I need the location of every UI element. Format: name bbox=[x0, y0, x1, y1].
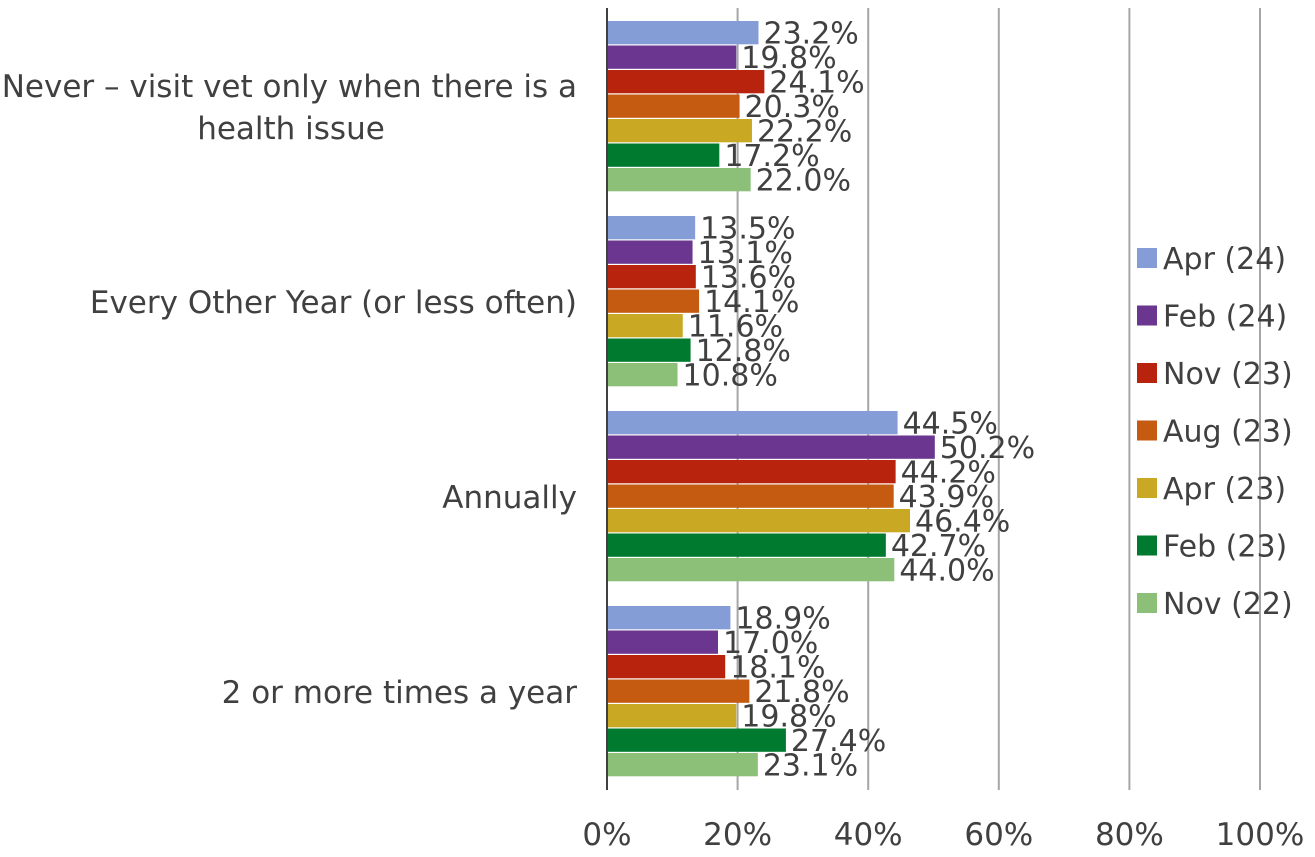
bar bbox=[607, 435, 935, 459]
bar bbox=[607, 240, 693, 264]
bar bbox=[607, 70, 765, 94]
data-label: 17.2% bbox=[724, 139, 819, 174]
category-label: 2 or more times a year bbox=[222, 675, 578, 711]
bar bbox=[607, 679, 750, 703]
bar bbox=[607, 533, 886, 557]
data-label: 24.1% bbox=[769, 66, 864, 101]
data-label: 44.0% bbox=[899, 554, 994, 589]
x-tick-label: 0% bbox=[582, 817, 631, 853]
bar bbox=[607, 265, 696, 289]
legend-label: Nov (22) bbox=[1163, 587, 1293, 622]
bar bbox=[607, 704, 737, 728]
category-label: Every Other Year (or less often) bbox=[90, 285, 577, 321]
legend-label: Aug (23) bbox=[1163, 415, 1293, 450]
gridlines bbox=[736, 8, 1261, 790]
bar bbox=[607, 168, 751, 192]
bar bbox=[607, 216, 696, 240]
data-label: 19.8% bbox=[741, 41, 836, 76]
data-label: 13.5% bbox=[700, 212, 795, 247]
data-label: 27.4% bbox=[791, 724, 886, 759]
bar bbox=[607, 606, 731, 630]
data-label: 10.8% bbox=[683, 359, 778, 394]
data-label: 12.8% bbox=[696, 334, 791, 369]
legend-label: Feb (23) bbox=[1163, 530, 1287, 565]
data-label: 13.6% bbox=[701, 261, 796, 296]
bar bbox=[607, 338, 691, 362]
legend-label: Feb (24) bbox=[1163, 300, 1287, 335]
category-label: Never – visit vet only when there is a bbox=[2, 69, 577, 105]
legend: Apr (24) Feb (24) Nov (23) Aug (23) Apr (23)… bbox=[1137, 242, 1293, 622]
bar bbox=[607, 655, 726, 679]
category-label: Annually bbox=[442, 480, 577, 516]
bars bbox=[607, 21, 935, 777]
legend-label: Apr (23) bbox=[1163, 472, 1286, 507]
data-label: 44.2% bbox=[901, 456, 996, 491]
data-label: 18.1% bbox=[730, 651, 825, 686]
data-label: 23.1% bbox=[763, 749, 858, 784]
bar bbox=[607, 460, 896, 484]
legend-swatch bbox=[1137, 420, 1157, 441]
bar bbox=[607, 119, 752, 143]
bar bbox=[607, 728, 786, 752]
bar bbox=[607, 509, 910, 533]
legend-swatch bbox=[1137, 363, 1157, 383]
data-label: 18.9% bbox=[735, 602, 830, 637]
legend-swatch bbox=[1137, 305, 1157, 326]
bar bbox=[607, 314, 683, 338]
data-label: 42.7% bbox=[891, 529, 986, 564]
legend-swatch bbox=[1137, 248, 1157, 268]
x-axis-tick-labels: 0% 20% 40% 60% 80% 100% bbox=[582, 817, 1304, 853]
x-tick-label: 100% bbox=[1216, 817, 1305, 853]
x-tick-label: 60% bbox=[964, 817, 1033, 853]
data-label: 20.3% bbox=[745, 90, 840, 125]
bar bbox=[607, 411, 898, 435]
data-label: 22.2% bbox=[757, 115, 852, 150]
bar bbox=[607, 45, 737, 69]
data-label: 22.0% bbox=[756, 164, 851, 199]
data-label: 11.6% bbox=[688, 310, 783, 345]
bar bbox=[607, 363, 678, 387]
legend-swatch bbox=[1137, 593, 1157, 613]
legend-swatch bbox=[1137, 478, 1157, 498]
x-tick-label: 80% bbox=[1095, 817, 1164, 853]
legend-swatch bbox=[1137, 535, 1157, 556]
legend-label: Nov (23) bbox=[1163, 357, 1293, 392]
category-labels: Never – visit vet only when there is a he… bbox=[2, 69, 578, 711]
bar bbox=[607, 484, 894, 508]
data-label: 17.0% bbox=[723, 626, 818, 661]
category-label: health issue bbox=[197, 111, 385, 147]
data-label: 46.4% bbox=[915, 505, 1010, 540]
data-label: 13.1% bbox=[698, 236, 793, 271]
data-label: 50.2% bbox=[940, 431, 1035, 466]
data-label: 23.2% bbox=[763, 17, 858, 52]
data-label: 21.8% bbox=[754, 675, 849, 710]
bar bbox=[607, 558, 895, 582]
x-tick-label: 40% bbox=[834, 817, 903, 853]
data-label: 19.8% bbox=[741, 700, 836, 735]
x-tick-label: 20% bbox=[703, 817, 772, 853]
data-labels: 23.2%19.8%24.1%20.3%22.2%17.2%22.0%13.5%… bbox=[683, 17, 1036, 784]
bar bbox=[607, 289, 700, 313]
data-label: 44.5% bbox=[903, 407, 998, 442]
data-label: 43.9% bbox=[899, 480, 994, 515]
bar bbox=[607, 630, 719, 654]
data-label: 14.1% bbox=[704, 285, 799, 320]
legend-label: Apr (24) bbox=[1163, 242, 1286, 277]
bar bbox=[607, 94, 740, 118]
bar bbox=[607, 21, 759, 45]
bar bbox=[607, 143, 720, 167]
bar bbox=[607, 753, 758, 777]
